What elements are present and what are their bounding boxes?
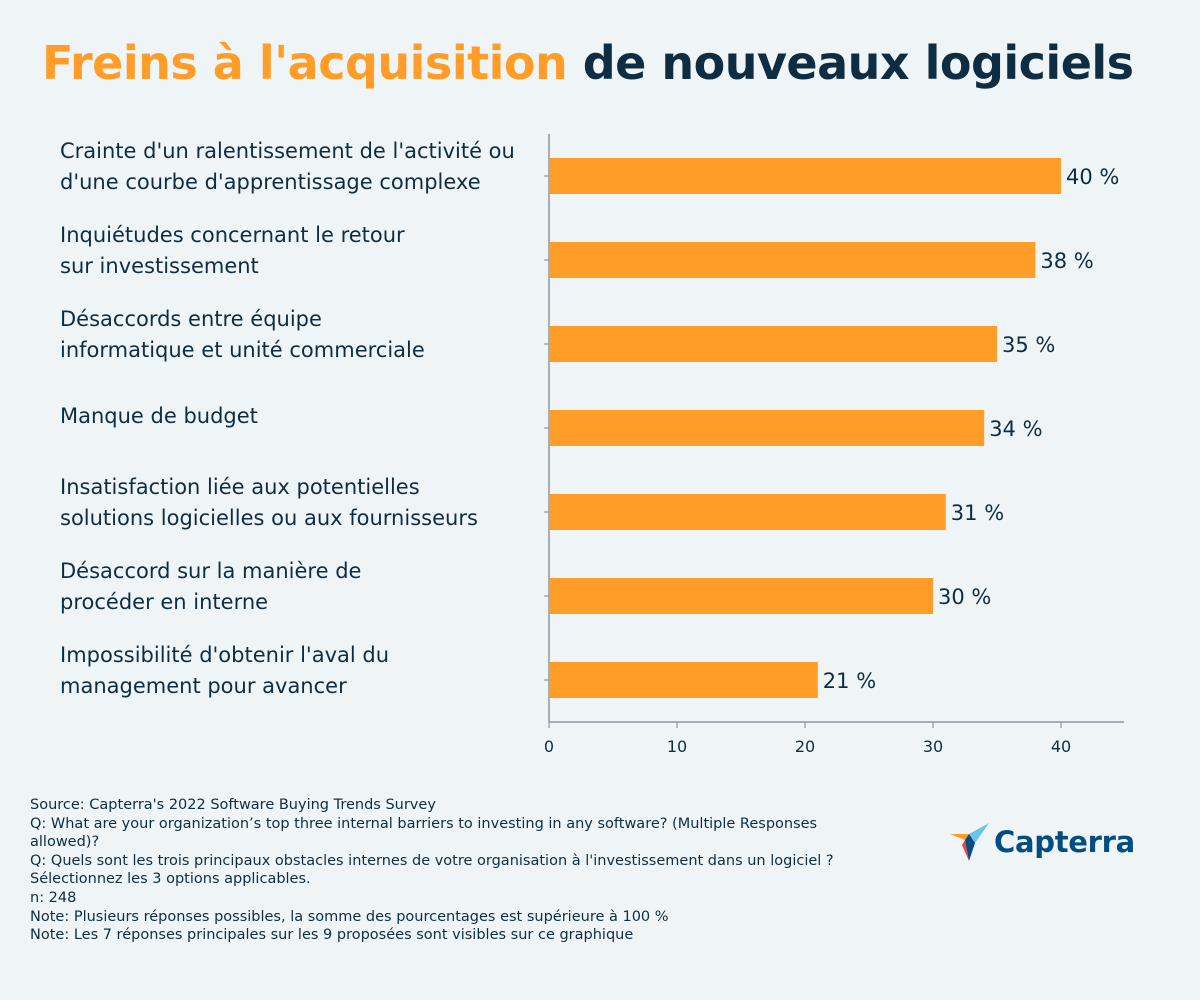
category-label: Désaccord sur la manière de procéder en i… [60, 556, 520, 618]
category-label-line: Crainte d'un ralentissement de l'activit… [60, 139, 515, 163]
bar [549, 242, 1036, 278]
value-label: 40 % [1066, 165, 1119, 189]
category-label-line: informatique et unité commerciale [60, 338, 425, 362]
bar [549, 326, 997, 362]
footnote-note-top7: Note: Les 7 réponses principales sur les… [30, 927, 634, 944]
chart-title-accent: Freins à l'acquisition [42, 36, 568, 90]
category-label-line: sur investissement [60, 254, 259, 278]
category-label-line: Désaccord sur la manière de [60, 559, 362, 583]
category-label: Crainte d'un ralentissement de l'activit… [60, 136, 520, 198]
footnote-sample-size: n: 248 [30, 889, 77, 906]
category-label-line: solutions logicielles ou aux fournisseur… [60, 506, 478, 530]
value-label: 35 % [1002, 333, 1055, 357]
bar [549, 494, 946, 530]
chart-title-main: de nouveaux logiciels [567, 36, 1134, 90]
category-label-line: Manque de budget [60, 404, 258, 428]
bar [549, 662, 818, 698]
footnote-note-multiple: Note: Plusieurs réponses possibles, la s… [30, 908, 669, 925]
capterra-logo: Capterra [950, 820, 1140, 864]
category-label: Désaccords entre équipe informatique et u… [60, 304, 520, 366]
category-label-line: procéder en interne [60, 590, 269, 614]
value-label: 34 % [989, 417, 1042, 441]
category-label-line: Insatisfaction liée aux potentielles [60, 475, 420, 499]
value-label: 30 % [938, 585, 991, 609]
value-label: 21 % [823, 669, 876, 693]
x-tick-label: 10 [667, 737, 687, 756]
category-label: Manque de budget [60, 401, 520, 432]
category-label: Impossibilité d'obtenir l'aval du managem… [60, 640, 520, 702]
x-tick-label: 30 [923, 737, 943, 756]
capterra-logo-text: Capterra [994, 825, 1135, 859]
footnote-source: Source: Capterra's 2022 Software Buying … [30, 797, 436, 813]
value-label: 38 % [1040, 249, 1093, 273]
category-label-line: Inquiétudes concernant le retour [60, 223, 405, 247]
chart-title: Freins à l'acquisition de nouveaux logic… [42, 36, 1134, 90]
category-label-line: d'une courbe d'apprentissage complexe [60, 170, 481, 194]
capterra-arrow-icon [950, 823, 989, 861]
footnote-question-fr: Q: Quels sont les trois principaux obsta… [30, 852, 834, 888]
footnotes: Source: Capterra's 2022 Software Buying … [30, 796, 870, 945]
bar [549, 578, 933, 614]
bar [549, 410, 985, 446]
footnote-question-en: Q: What are your organization’s top thre… [30, 815, 818, 851]
bar-chart: 0 10 20 30 40 40 % 38 % 35 % 34 % 31 % 30 % 21 % [544, 134, 1124, 756]
x-tick-label: 20 [795, 737, 815, 756]
bar [549, 158, 1061, 194]
x-tick-label: 0 [544, 737, 554, 756]
category-label: Insatisfaction liée aux potentielles solu… [60, 472, 520, 534]
category-label-line: Désaccords entre équipe [60, 307, 322, 331]
x-tick-label: 40 [1051, 737, 1071, 756]
category-label-line: Impossibilité d'obtenir l'aval du [60, 643, 390, 667]
category-label: Inquiétudes concernant le retour sur inve… [60, 220, 520, 282]
category-label-line: management pour avancer [60, 674, 347, 698]
value-label: 31 % [951, 501, 1004, 525]
